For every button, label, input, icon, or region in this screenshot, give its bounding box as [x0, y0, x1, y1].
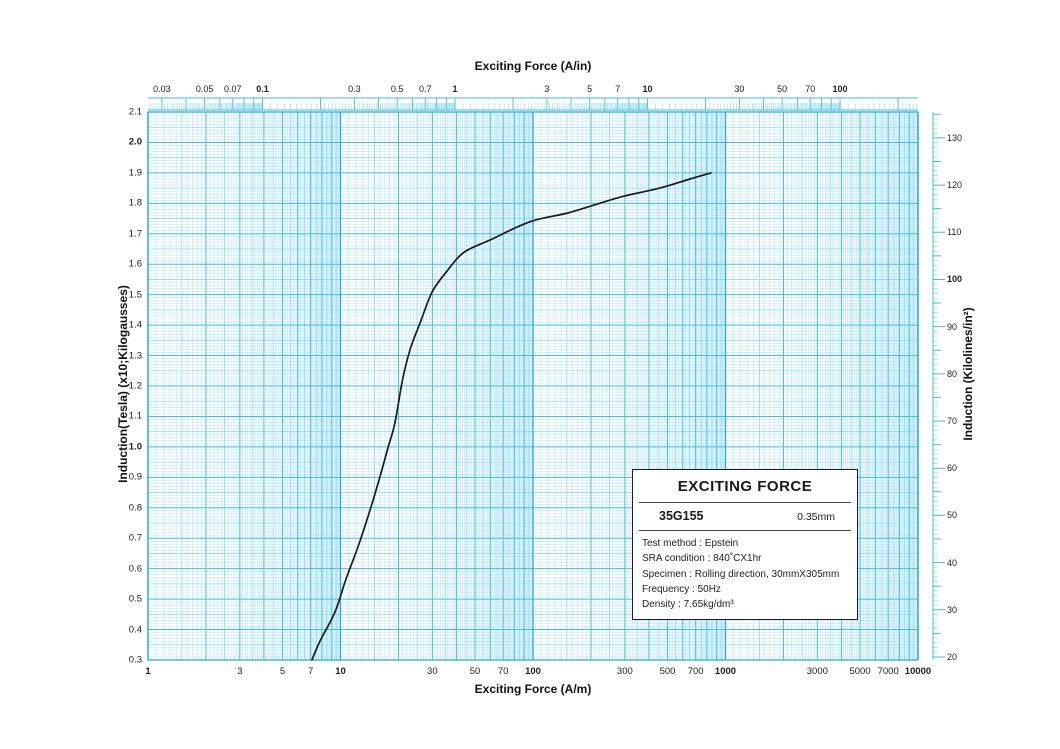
bottom-tick-label: 10000: [904, 666, 932, 677]
right-axis-title: Induction (Kilolines/in²): [961, 307, 975, 441]
legend-line: Test method : Epstein: [642, 538, 739, 549]
legend-specs: Test method : Epstein SRA condition : 840…: [633, 531, 857, 612]
bottom-tick-label: 100: [525, 666, 541, 677]
bottom-tick-label: 3000: [806, 666, 828, 677]
left-tick-label: 0.4: [128, 624, 142, 636]
left-tick-label: 0.6: [128, 563, 142, 575]
left-tick-label: 1.4: [128, 319, 142, 331]
top-ruler-major-ticks: [148, 97, 918, 111]
magnetization-curve: [311, 172, 712, 661]
top-tick-label: 7: [615, 84, 621, 94]
top-tick-label: 0.1: [256, 84, 269, 94]
left-tick-label: 2.1: [128, 106, 142, 118]
legend-grade-row: 35G155 0.35mm: [633, 503, 857, 523]
legend-title: EXCITING FORCE: [677, 478, 813, 495]
right-tick-label: 50: [947, 510, 958, 521]
top-tick-label: 0.7: [418, 84, 432, 94]
legend-divider: [639, 530, 851, 531]
top-tick-label: 70: [805, 84, 816, 94]
legend-divider: [639, 502, 851, 503]
legend-box: EXCITING FORCE 35G155 0.35mm Test method…: [632, 469, 858, 620]
left-tick-label: 1.7: [128, 228, 142, 240]
top-ruler-minor-ticks: [149, 103, 917, 110]
right-ruler-minor-ticks: [933, 118, 938, 653]
bottom-tick-label: 1: [145, 666, 151, 677]
left-tick-label: 1.6: [128, 258, 142, 270]
left-tick-label: 1.0: [128, 441, 142, 453]
right-ruler-major-ticks: [932, 112, 945, 660]
left-tick-label: 1.8: [128, 197, 142, 209]
right-tick-label: 130: [947, 132, 963, 143]
top-tick-label: 50: [777, 84, 788, 94]
legend-line: Frequency : 50Hz: [642, 583, 721, 595]
right-tick-label: 30: [947, 604, 958, 615]
top-tick-label: 30: [734, 84, 745, 94]
left-tick-label: 1.5: [128, 289, 142, 301]
top-tick-label: 10: [642, 84, 653, 94]
bottom-tick-label: 500: [659, 666, 676, 677]
right-tick-label: 90: [947, 321, 958, 332]
top-tick-label: 0.05: [195, 84, 214, 94]
bottom-axis-title: Exciting Force (A/m): [474, 682, 592, 696]
bottom-tick-label: 70: [497, 666, 509, 677]
top-axis-title: Exciting Force (A/in): [474, 59, 592, 73]
left-tick-label: 1.3: [128, 350, 142, 362]
bottom-tick-label: 30: [427, 666, 438, 677]
bottom-tick-label: 700: [687, 666, 704, 677]
left-tick-label: 0.5: [128, 593, 142, 605]
plot-border: [147, 111, 919, 661]
left-tick-label: 2.0: [128, 136, 142, 148]
left-tick-label: 0.3: [128, 654, 142, 666]
bottom-tick-label: 5000: [849, 666, 871, 677]
bottom-tick-label: 7: [308, 666, 314, 677]
legend-line: Specimen : Rolling direction, 30mmX305mm: [642, 568, 840, 580]
top-tick-label: 3: [544, 84, 550, 94]
top-tick-label: 100: [832, 84, 848, 94]
legend-line: Density : 7.65kg/dm³: [642, 599, 734, 611]
legend-line: SRA condition : 840˚CX1hr: [642, 553, 762, 565]
left-tick-label: 0.8: [128, 502, 142, 514]
top-tick-label: 1: [452, 84, 458, 94]
top-tick-label: 0.5: [390, 84, 404, 94]
bottom-tick-label: 50: [469, 666, 481, 677]
bottom-tick-label: 3: [237, 666, 243, 677]
bottom-tick-label: 7000: [877, 666, 899, 677]
top-tick-label: 0.03: [153, 84, 171, 94]
left-tick-label: 1.2: [128, 380, 142, 392]
steel-grade-label: 35G155: [659, 509, 704, 523]
right-tick-label: 60: [947, 463, 958, 474]
left-tick-label: 1.9: [128, 167, 142, 179]
left-tick-label: 0.9: [128, 471, 142, 483]
right-tick-label: 120: [947, 180, 963, 191]
bottom-tick-label: 5: [279, 666, 286, 677]
thickness-label: 0.35mm: [797, 511, 835, 523]
top-tick-label: 5: [587, 84, 593, 94]
bottom-tick-label: 1000: [714, 666, 737, 677]
left-tick-label: 0.7: [128, 532, 142, 544]
top-tick-label: 0.3: [348, 84, 361, 94]
bottom-tick-label: 10: [335, 666, 346, 677]
right-tick-label: 110: [947, 227, 962, 238]
left-tick-label: 1.1: [128, 410, 142, 422]
right-tick-label: 70: [947, 416, 958, 426]
right-tick-label: 20: [947, 651, 958, 662]
right-tick-label: 80: [947, 368, 958, 379]
bottom-tick-label: 300: [616, 666, 633, 677]
top-tick-label: 0.07: [223, 84, 242, 94]
right-tick-label: 100: [947, 274, 963, 285]
right-tick-label: 40: [947, 557, 958, 568]
